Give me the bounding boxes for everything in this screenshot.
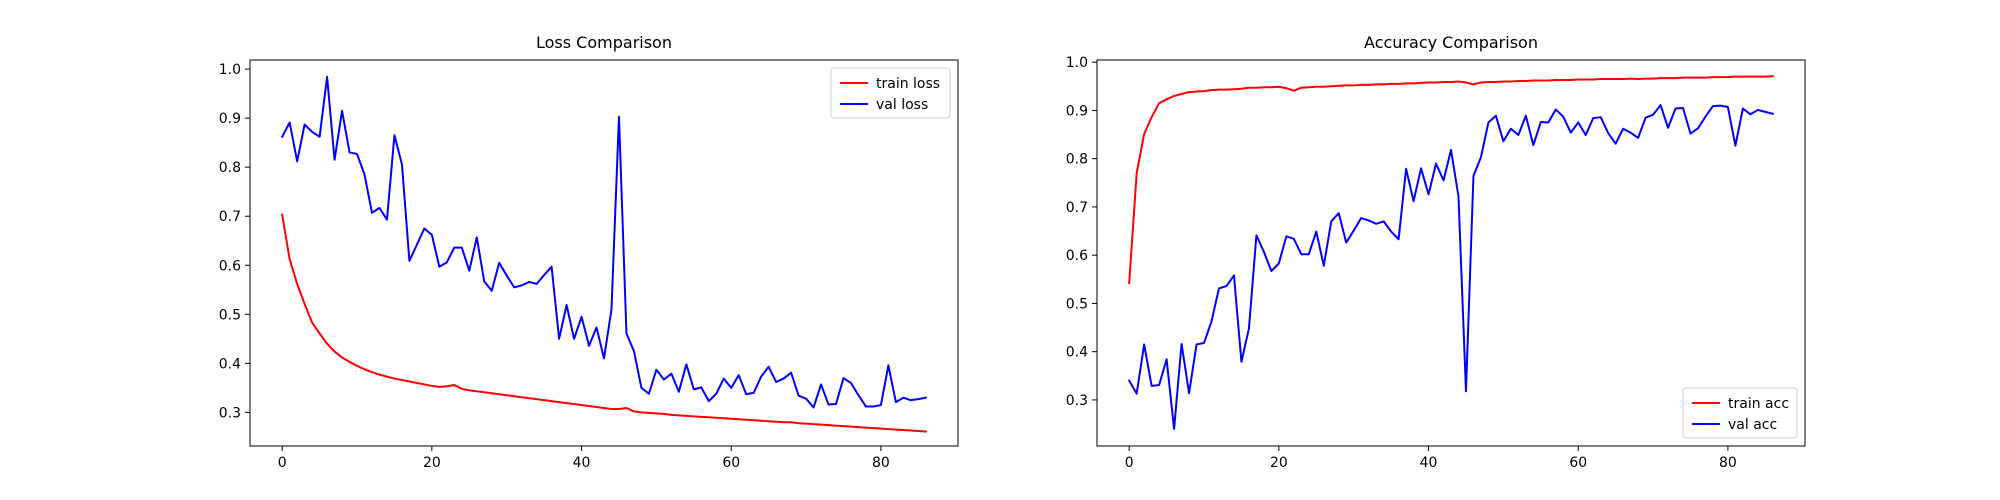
legend: train loss val loss <box>830 67 951 119</box>
chart-title: Loss Comparison <box>536 33 672 52</box>
axes-frame <box>249 59 959 447</box>
x-tick-label: 40 <box>1420 455 1438 471</box>
y-tick-label: 0.7 <box>219 209 241 225</box>
x-tick-label: 60 <box>1569 455 1587 471</box>
y-tick-label: 1.0 <box>219 62 241 78</box>
y-tick-label: 0.9 <box>1066 103 1088 119</box>
legend: train acc val acc <box>1682 387 1798 439</box>
y-tick-label: 1.0 <box>1066 55 1088 71</box>
axes-frame <box>1096 59 1806 447</box>
series-line-val-loss <box>280 75 927 409</box>
y-tick-label: 0.8 <box>219 160 241 176</box>
x-tick-label: 20 <box>423 455 441 471</box>
legend-box <box>1682 387 1798 439</box>
x-tick-label: 0 <box>1125 455 1134 471</box>
x-tick-label: 60 <box>722 455 740 471</box>
y-tick-label: 0.5 <box>219 307 241 323</box>
y-tick-label: 0.4 <box>219 356 241 372</box>
y-tick-label: 0.6 <box>219 258 241 274</box>
legend-label: train loss <box>876 76 940 92</box>
series-line-train-acc <box>1128 75 1774 285</box>
y-tick-label: 0.9 <box>219 111 241 127</box>
legend-label: val acc <box>1728 417 1777 433</box>
x-tick-label: 0 <box>278 455 287 471</box>
legend-label: val loss <box>876 97 928 113</box>
loss-comparison-panel: Loss Comparison 0 20 40 60 80 0.3 0.4 0.5 0.6 0.7 0… <box>219 33 959 471</box>
accuracy-comparison-panel: Accuracy Comparison 0 20 40 60 80 0.3 0.4 0.5 0.6… <box>1066 33 1806 471</box>
series-line-val-acc <box>1127 104 1775 430</box>
x-tick-label: 80 <box>1719 455 1737 471</box>
x-tick-label: 20 <box>1270 455 1288 471</box>
y-tick-label: 0.8 <box>1066 152 1088 168</box>
chart-title: Accuracy Comparison <box>1364 33 1538 52</box>
legend-box <box>830 67 951 119</box>
legend-label: train acc <box>1728 396 1789 412</box>
y-tick-label: 0.6 <box>1066 248 1088 264</box>
y-tick-label: 0.3 <box>1066 393 1088 409</box>
y-tick-label: 0.3 <box>219 405 241 421</box>
y-tick-label: 0.7 <box>1066 200 1088 216</box>
x-tick-label: 40 <box>573 455 591 471</box>
y-tick-label: 0.4 <box>1066 345 1088 361</box>
y-tick-label: 0.5 <box>1066 296 1088 312</box>
series-line-train-loss <box>281 213 927 433</box>
x-tick-label: 80 <box>872 455 890 471</box>
